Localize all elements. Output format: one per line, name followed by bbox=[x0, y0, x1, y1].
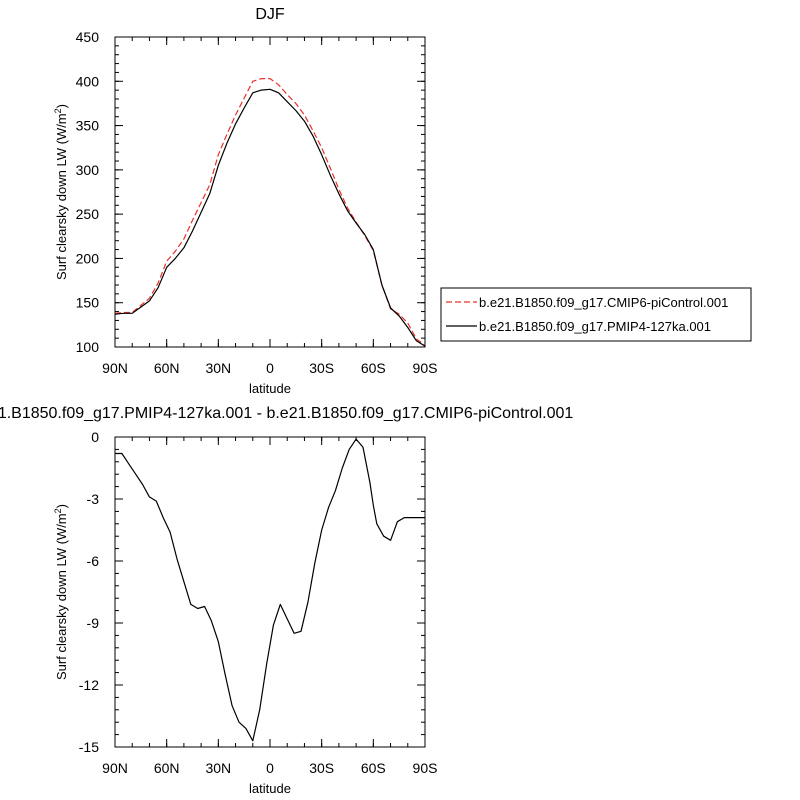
panel1-x-tick-label: 60N bbox=[154, 360, 180, 376]
panel1-y-tick-label: 100 bbox=[76, 339, 100, 355]
panel1-y-tick-label: 400 bbox=[76, 73, 100, 89]
panel2-x-tick-label: 90S bbox=[413, 760, 438, 776]
panel2-x-tick-label: 30N bbox=[205, 760, 231, 776]
panel1-y-axis-label-close: ) bbox=[54, 104, 69, 108]
panel2-y-tick-label: -9 bbox=[87, 615, 100, 631]
panel1-x-tick-label: 30N bbox=[205, 360, 231, 376]
panel2-x-axis-label: latitude bbox=[249, 781, 291, 796]
panel1-x-tick-label: 90N bbox=[102, 360, 128, 376]
panel1-series-line-1 bbox=[114, 77, 426, 346]
panel1-y-tick-label: 150 bbox=[76, 295, 100, 311]
panel2-x-tick-label: 60S bbox=[361, 760, 386, 776]
panel2-y-tick-label: -6 bbox=[87, 553, 100, 569]
panel1-y-axis-label-main: Surf clearsky down LW (W/m bbox=[54, 113, 69, 280]
panel2-y-tick-label: 0 bbox=[91, 429, 99, 445]
panel2-x-tick-label: 60N bbox=[154, 760, 180, 776]
panel1-legend-entry-1: b.e21.B1850.f09_g17.CMIP6-piControl.001 bbox=[479, 295, 728, 310]
panel1-x-tick-label: 30S bbox=[309, 360, 334, 376]
panel2-y-axis-label-close: ) bbox=[54, 504, 69, 508]
chart-title-bottom: b.e21.B1850.f09_g17.PMIP4-127ka.001 - b.… bbox=[0, 405, 573, 422]
panel1-x-tick-label: 90S bbox=[413, 360, 438, 376]
panel1-legend-box bbox=[440, 287, 752, 342]
panel2-y-tick-label: -12 bbox=[79, 677, 99, 693]
panel1-x-tick-label: 60S bbox=[361, 360, 386, 376]
panel1-y-axis-label: Surf clearsky down LW (W/m2) bbox=[53, 104, 69, 280]
panel1-y-axis-label-superscript: 2 bbox=[53, 108, 63, 113]
panel2-y-axis-label: Surf clearsky down LW (W/m2) bbox=[53, 504, 69, 680]
panel2-y-tick-label: -3 bbox=[87, 491, 100, 507]
panel2-x-tick-label: 90N bbox=[102, 760, 128, 776]
panel1-y-tick-label: 300 bbox=[76, 162, 100, 178]
chart-title-top: DJF bbox=[255, 6, 285, 23]
panel1-legend-entry-2: b.e21.B1850.f09_g17.PMIP4-127ka.001 bbox=[479, 319, 711, 334]
panel2-y-axis-label-main: Surf clearsky down LW (W/m bbox=[54, 513, 69, 680]
panel2-x-tick-label: 0 bbox=[266, 760, 274, 776]
panel2-series-line-1 bbox=[115, 438, 425, 742]
panel1-y-tick-label: 200 bbox=[76, 250, 100, 266]
panel1-x-axis-label: latitude bbox=[249, 381, 291, 396]
panel1-y-tick-label: 350 bbox=[76, 118, 100, 134]
panel2-y-axis-label-superscript: 2 bbox=[53, 508, 63, 513]
panel1-plot-frame bbox=[114, 36, 426, 348]
panel1-y-tick-label: 450 bbox=[76, 29, 100, 45]
panel1-series-line-2 bbox=[114, 88, 426, 347]
panel2-plot-frame bbox=[114, 436, 426, 748]
panel2-y-tick-label: -15 bbox=[79, 739, 99, 755]
panel1-y-tick-label: 250 bbox=[76, 206, 100, 222]
panel2-x-tick-label: 30S bbox=[309, 760, 334, 776]
panel1-x-tick-label: 0 bbox=[266, 360, 274, 376]
